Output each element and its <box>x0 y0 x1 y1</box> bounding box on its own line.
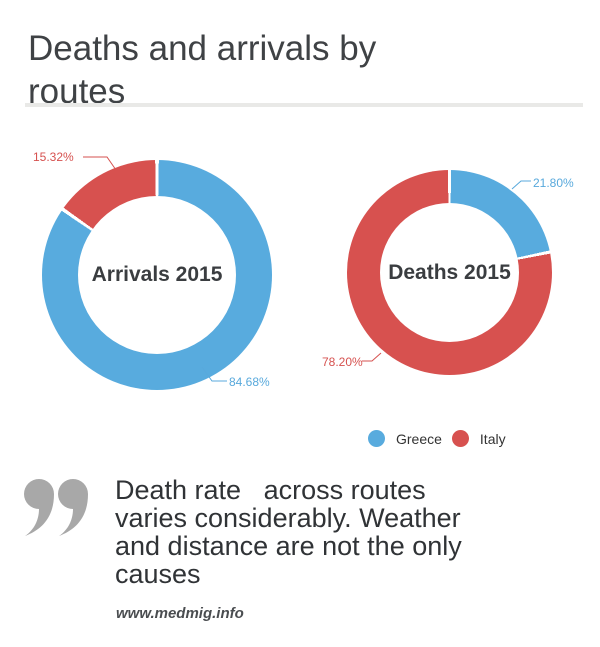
donut-chart-deaths[interactable]: Deaths 2015 <box>347 170 552 375</box>
legend-label-greece: Greece <box>396 430 442 447</box>
legend-label-italy: Italy <box>479 430 506 447</box>
donut-hole-deaths: Deaths 2015 <box>380 203 519 342</box>
chart-legend: Greece Italy <box>368 430 506 447</box>
source-text: www.medmig.info <box>116 605 244 622</box>
page-title: Deaths and arrivals by routes <box>28 29 377 112</box>
legend-item-greece[interactable]: Greece <box>368 430 442 447</box>
leader-line-arrivals-italy <box>83 156 117 171</box>
leader-line-deaths-greece <box>511 180 531 190</box>
data-label-deaths-italy: 78.20% <box>322 355 363 369</box>
donut-center-label-arrivals: Arrivals 2015 <box>91 263 223 286</box>
donut-chart-arrivals[interactable]: Arrivals 2015 <box>42 160 272 390</box>
quote-mark-icon <box>24 479 88 536</box>
legend-dot-greece-icon <box>368 430 385 447</box>
donut-hole-arrivals: Arrivals 2015 <box>78 196 236 354</box>
data-label-arrivals-italy: 15.32% <box>33 150 74 164</box>
donut-center-label-deaths: Deaths 2015 <box>388 260 511 284</box>
legend-item-italy[interactable]: Italy <box>451 430 506 447</box>
data-label-deaths-greece: 21.80% <box>533 176 574 190</box>
quote-text: Death rate across routes varies consider… <box>115 475 462 589</box>
data-label-arrivals-greece: 84.68% <box>229 375 270 389</box>
title-divider <box>25 103 583 107</box>
leader-line-deaths-italy <box>362 352 382 362</box>
legend-dot-italy-icon <box>451 430 469 447</box>
